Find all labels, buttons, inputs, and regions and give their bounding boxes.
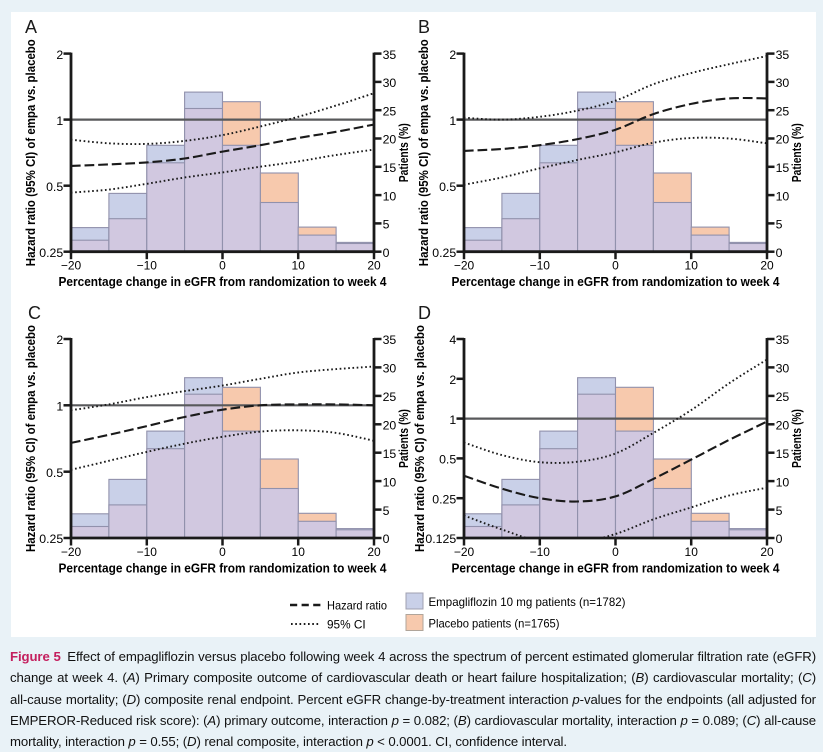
svg-text:20: 20 (383, 133, 397, 147)
svg-text:Patients (%): Patients (%) (790, 409, 804, 468)
svg-text:15: 15 (383, 161, 397, 175)
svg-text:20: 20 (383, 419, 397, 433)
svg-text:Percentage change in eGFR from: Percentage change in eGFR from randomiza… (59, 274, 388, 289)
svg-text:0: 0 (383, 532, 390, 546)
svg-text:1: 1 (449, 114, 456, 128)
svg-text:20: 20 (776, 419, 790, 433)
svg-text:−10: −10 (137, 259, 158, 273)
svg-text:0.5: 0.5 (46, 180, 63, 194)
svg-text:Hazard ratio (95% CI) of empa: Hazard ratio (95% CI) of empa vs. placeb… (24, 325, 38, 552)
svg-text:30: 30 (776, 362, 790, 376)
svg-text:30: 30 (776, 76, 790, 90)
svg-text:Hazard ratio (95% CI) of empa: Hazard ratio (95% CI) of empa vs. placeb… (413, 325, 427, 552)
svg-text:20: 20 (776, 133, 790, 147)
svg-text:−20: −20 (61, 545, 82, 559)
svg-text:20: 20 (367, 545, 381, 559)
svg-text:A: A (25, 17, 37, 37)
svg-text:1: 1 (449, 413, 456, 427)
svg-text:15: 15 (776, 447, 790, 461)
svg-text:0.25: 0.25 (39, 246, 63, 260)
svg-text:Placebo patients (n=1765): Placebo patients (n=1765) (429, 616, 560, 630)
svg-text:1: 1 (56, 400, 63, 414)
svg-text:25: 25 (383, 390, 397, 404)
svg-text:30: 30 (383, 362, 397, 376)
svg-text:0.125: 0.125 (425, 532, 456, 546)
svg-text:25: 25 (383, 104, 397, 118)
svg-text:Hazard ratio: Hazard ratio (327, 598, 387, 612)
svg-text:0: 0 (219, 259, 226, 273)
svg-text:2: 2 (449, 373, 456, 387)
svg-text:30: 30 (383, 76, 397, 90)
svg-text:0.5: 0.5 (439, 453, 456, 467)
svg-text:−20: −20 (454, 545, 475, 559)
svg-text:10: 10 (383, 189, 397, 203)
svg-text:1: 1 (56, 114, 63, 128)
svg-text:20: 20 (367, 259, 381, 273)
svg-text:35: 35 (776, 333, 790, 347)
svg-text:10: 10 (383, 475, 397, 489)
svg-text:15: 15 (383, 447, 397, 461)
svg-text:0: 0 (612, 545, 619, 559)
svg-text:20: 20 (760, 545, 774, 559)
svg-text:15: 15 (776, 161, 790, 175)
svg-text:0: 0 (776, 246, 783, 260)
svg-text:10: 10 (292, 545, 306, 559)
svg-text:25: 25 (776, 104, 790, 118)
svg-text:Percentage change in eGFR from: Percentage change in eGFR from randomiza… (59, 560, 388, 575)
svg-text:−20: −20 (454, 259, 475, 273)
svg-text:C: C (28, 303, 41, 323)
svg-text:20: 20 (760, 259, 774, 273)
svg-text:B: B (418, 17, 430, 37)
svg-text:5: 5 (383, 218, 390, 232)
svg-text:Empagliflozin 10 mg patients (: Empagliflozin 10 mg patients (n=1782) (429, 595, 626, 609)
svg-text:10: 10 (776, 189, 790, 203)
svg-text:95% CI: 95% CI (327, 617, 366, 631)
svg-text:0.5: 0.5 (439, 180, 456, 194)
svg-text:0: 0 (219, 545, 226, 559)
svg-text:Hazard ratio (95% CI) of empa: Hazard ratio (95% CI) of empa vs. placeb… (24, 39, 38, 266)
svg-text:−10: −10 (530, 259, 551, 273)
svg-text:0: 0 (776, 532, 783, 546)
svg-text:0.5: 0.5 (46, 466, 63, 480)
svg-text:10: 10 (685, 259, 699, 273)
svg-text:D: D (418, 303, 431, 323)
svg-text:0: 0 (383, 246, 390, 260)
svg-text:Percentage change in eGFR from: Percentage change in eGFR from randomiza… (452, 274, 781, 289)
svg-text:−10: −10 (530, 545, 551, 559)
svg-text:2: 2 (56, 333, 63, 347)
svg-text:5: 5 (776, 218, 783, 232)
svg-text:Patients (%): Patients (%) (397, 123, 411, 182)
svg-text:35: 35 (383, 48, 397, 62)
svg-text:10: 10 (776, 475, 790, 489)
svg-text:−10: −10 (137, 545, 158, 559)
svg-text:0: 0 (612, 259, 619, 273)
svg-text:−20: −20 (61, 259, 82, 273)
svg-text:5: 5 (383, 504, 390, 518)
svg-text:2: 2 (56, 48, 63, 62)
svg-text:10: 10 (685, 545, 699, 559)
svg-text:35: 35 (776, 48, 790, 62)
svg-text:Hazard ratio (95% CI) of empa: Hazard ratio (95% CI) of empa vs. placeb… (417, 39, 431, 266)
svg-text:35: 35 (383, 333, 397, 347)
svg-text:0.25: 0.25 (432, 246, 456, 260)
svg-text:Patients (%): Patients (%) (790, 123, 804, 182)
svg-text:0.25: 0.25 (432, 492, 456, 506)
svg-text:10: 10 (292, 259, 306, 273)
svg-text:0.25: 0.25 (39, 532, 63, 546)
svg-text:2: 2 (449, 48, 456, 62)
svg-text:Patients (%): Patients (%) (397, 409, 411, 468)
svg-text:25: 25 (776, 390, 790, 404)
svg-text:4: 4 (449, 333, 456, 347)
svg-text:5: 5 (776, 504, 783, 518)
svg-text:Percentage change in eGFR from: Percentage change in eGFR from randomiza… (452, 560, 781, 575)
